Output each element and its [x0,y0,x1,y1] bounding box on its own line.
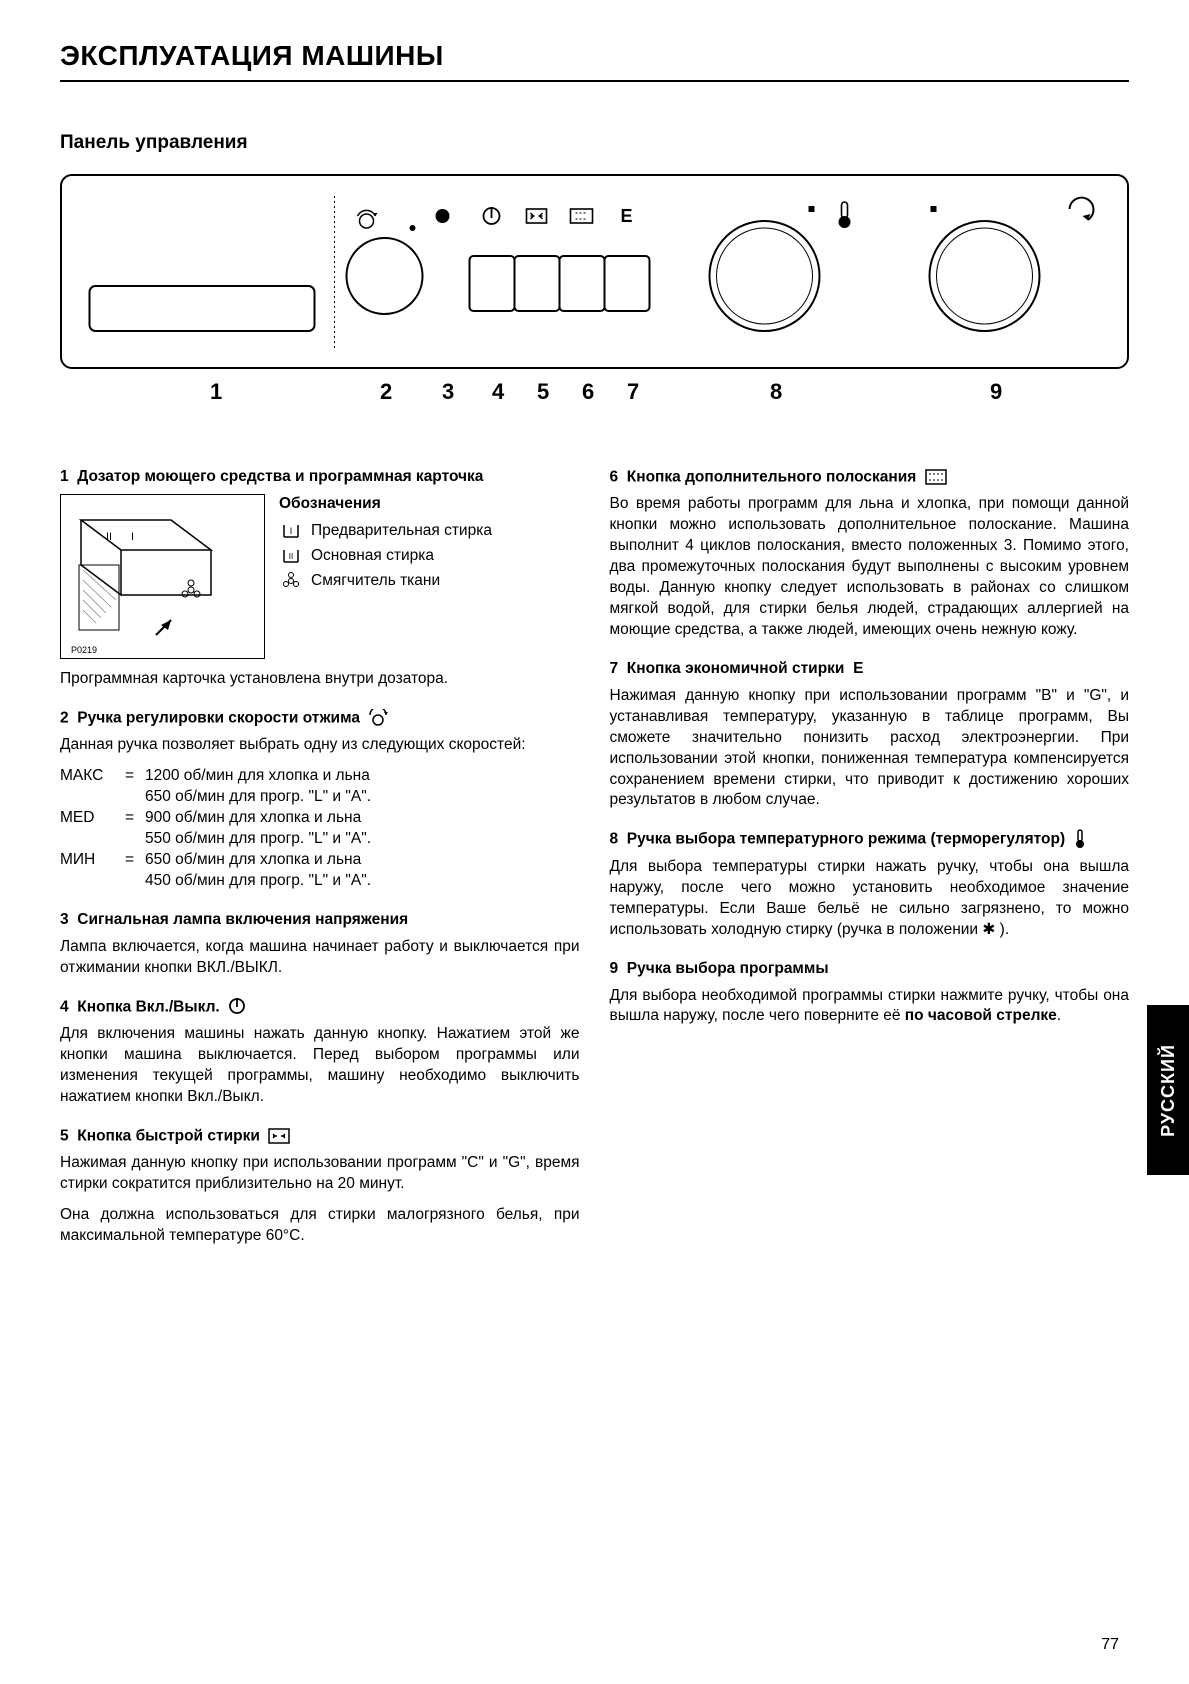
speed-desc: 650 об/мин для хлопка и льна [145,850,580,871]
sec2-intro: Данная ручка позволяет выбрать одну из с… [60,735,580,756]
sec5-body1: Нажимая данную кнопку при использовании … [60,1153,580,1195]
svg-text:II: II [289,552,293,561]
svg-text:II: II [106,531,112,543]
sec3-heading: 3 Сигнальная лампа включения напряжения [60,910,580,931]
sec9-body: Для выбора необходимой программы стирки … [610,986,1130,1028]
legend-item-text: Смягчитель ткани [311,571,440,592]
mainwash-icon: II [279,546,303,567]
callout-4: 4 [492,379,504,405]
legend-title: Обозначения [279,494,580,515]
sec1-heading: 1 Дозатор моющего средства и программная… [60,467,580,488]
callout-5: 5 [537,379,549,405]
callout-7: 7 [627,379,639,405]
callout-numbers-row: 1 2 3 4 5 6 7 8 9 [60,379,1129,419]
sec4-heading: 4 Кнопка Вкл./Выкл. [60,997,580,1018]
legend-list: Обозначения I Предварительная стирка II … [279,494,580,659]
extrarinse-icon [925,468,947,485]
sec7-heading: 7 Кнопка экономичной стирки E [610,659,1130,680]
speed-desc: 650 об/мин для прогр. "L" и "A". [145,787,580,808]
sec8-heading: 8 Ручка выбора температурного режима (те… [610,829,1130,851]
sec7-body: Нажимая данную кнопку при использовании … [610,686,1130,812]
language-tab: РУССКИЙ [1147,1005,1189,1175]
sec5-body2: Она должна использоваться для стирки мал… [60,1205,580,1247]
dispenser-diagram: II I [60,494,265,659]
eco-letter: E [853,660,863,677]
speed-desc: 900 об/мин для хлопка и льна [145,808,580,829]
sec1-footnote: Программная карточка установлена внутри … [60,669,580,690]
page-number: 77 [1101,1636,1119,1654]
callout-9: 9 [990,379,1002,405]
sec2-heading: 2 Ручка регулировки скорости отжима [60,708,580,729]
svg-text:E: E [620,206,632,226]
sec4-body: Для включения машины нажать данную кнопк… [60,1024,580,1108]
power-icon [228,998,246,1015]
control-panel-diagram: E [60,174,1129,369]
thermometer-icon [1073,830,1087,847]
callout-3: 3 [442,379,454,405]
callout-2: 2 [380,379,392,405]
callout-8: 8 [770,379,782,405]
sec3-body: Лампа включается, когда машина начинает … [60,937,580,979]
callout-1: 1 [210,379,222,405]
speed-label: МАКС [60,766,125,787]
speed-desc: 550 об/мин для прогр. "L" и "A". [145,829,580,850]
legend-item-text: Предварительная стирка [311,521,492,542]
page-title: ЭКСПЛУАТАЦИЯ МАШИНЫ [60,40,1129,82]
speed-label: MED [60,808,125,829]
speed-desc: 450 об/мин для прогр. "L" и "A". [145,871,580,892]
speed-desc: 1200 об/мин для хлопка и льна [145,766,580,787]
svg-text:I: I [290,526,293,536]
svg-text:I: I [131,531,134,543]
spin-icon [368,709,388,726]
legend-item-text: Основная стирка [311,546,434,567]
prewash-icon: I [279,521,303,542]
right-column: 6 Кнопка дополнительного полоскания Во в… [610,449,1130,1257]
sec8-body: Для выбора температуры стирки нажать руч… [610,857,1130,941]
sec9-heading: 9 Ручка выбора программы [610,959,1130,980]
callout-6: 6 [582,379,594,405]
section-subtitle: Панель управления [60,132,1129,154]
speed-label: МИН [60,850,125,871]
sec6-heading: 6 Кнопка дополнительного полоскания [610,467,1130,488]
softener-icon [279,571,303,592]
sec6-body: Во время работы программ для льна и хлоп… [610,494,1130,640]
svg-text:P0219: P0219 [71,645,97,655]
quickwash-icon [268,1127,290,1144]
sec5-heading: 5 Кнопка быстрой стирки [60,1126,580,1147]
left-column: 1 Дозатор моющего средства и программная… [60,449,580,1257]
speed-table: МАКС=1200 об/мин для хлопка и льна 650 о… [60,766,580,892]
